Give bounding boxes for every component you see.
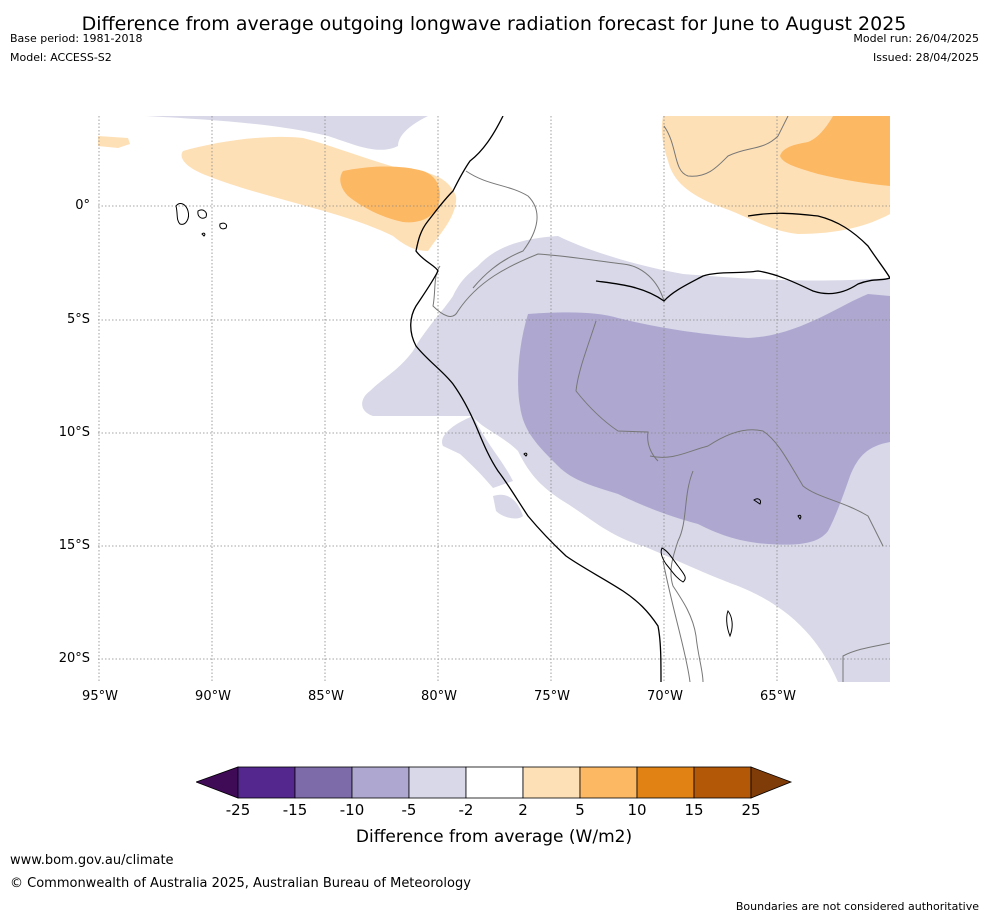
coastlines <box>410 116 890 682</box>
anomaly-region-medium-purple <box>518 294 890 545</box>
small-lake-3 <box>797 514 802 520</box>
border-colombia-ecuador <box>465 170 538 289</box>
colorbar-bin-1 <box>237 766 296 799</box>
anomaly-region-orange-northeast <box>780 116 890 186</box>
colorbar-bin-8 <box>636 766 695 799</box>
colorbar-label: Difference from average (W/m2) <box>355 827 633 847</box>
colorbar-tick-neg2: -2 <box>458 801 474 819</box>
lon-label-85w: 85°W <box>308 689 344 704</box>
colorbar-tick-5: 5 <box>575 801 585 819</box>
lat-label-0: 0° <box>75 198 90 213</box>
colorbar-tick-15: 15 <box>684 801 704 819</box>
anomaly-region-light-orange-small <box>98 136 130 148</box>
lake-titicaca <box>660 547 686 583</box>
coastline-rio-negro <box>747 212 890 279</box>
issued-text: Issued: 28/04/2025 <box>872 51 979 64</box>
colorbar-extend-high <box>750 766 793 799</box>
border-peru-brazil <box>575 320 659 462</box>
lon-label-90w: 90°W <box>195 689 231 704</box>
base-period-text: Base period: 1981-2018 <box>10 32 143 45</box>
model-text: Model: ACCESS-S2 <box>10 51 112 64</box>
website-link[interactable]: www.bom.gov.au/climate <box>10 853 174 868</box>
olr-anomaly-map <box>98 116 890 682</box>
anomaly-region-orange-pacific <box>340 166 440 223</box>
colorbar-tick-2: 2 <box>518 801 528 819</box>
border-ecuador-peru <box>432 253 665 317</box>
lon-label-70w: 70°W <box>647 689 683 704</box>
galapagos-island-san-cristobal <box>219 222 227 230</box>
lat-label-15s: 15°S <box>58 538 90 553</box>
lat-label-10s: 10°S <box>58 425 90 440</box>
colorbar-tick-25: 25 <box>741 801 761 819</box>
colorbar-bin-6 <box>522 766 581 799</box>
lon-label-75w: 75°W <box>534 689 570 704</box>
country-borders <box>432 116 890 682</box>
gridlines <box>98 116 890 682</box>
galapagos-island-espanola <box>201 232 206 237</box>
colorbar-tick-neg25: -25 <box>225 801 251 819</box>
border-chile-argentina <box>662 560 691 682</box>
lat-label-20s: 20°S <box>58 651 90 666</box>
colorbar-extend-low <box>196 766 239 799</box>
anomaly-fill-layer <box>98 116 890 682</box>
lon-label-65w: 65°W <box>760 689 796 704</box>
small-lake-4 <box>726 610 733 638</box>
copyright-text: © Commonwealth of Australia 2025, Austra… <box>10 876 471 891</box>
colorbar-tick-neg5: -5 <box>401 801 417 819</box>
colorbar-bin-3 <box>351 766 410 799</box>
lon-label-95w: 95°W <box>82 689 118 704</box>
disclaimer-text: Boundaries are not considered authoritat… <box>735 900 979 913</box>
model-run-text: Model run: 26/04/2025 <box>853 32 979 45</box>
coastline-amazon-river <box>595 270 890 302</box>
border-bolivia-brazil <box>670 470 704 682</box>
colorbar-bin-4 <box>408 766 467 799</box>
colorbar-bin-5 <box>465 766 524 799</box>
anomaly-region-light-orange-pacific <box>181 136 457 251</box>
border-brazil-east <box>842 642 890 682</box>
colorbar-tick-10: 10 <box>627 801 647 819</box>
galapagos-island-isabela <box>175 203 189 225</box>
anomaly-region-light-purple-south-patch <box>493 494 523 519</box>
colorbar <box>196 766 793 799</box>
galapagos-island-santa-cruz <box>197 209 207 219</box>
chart-title: Difference from average outgoing longwav… <box>81 13 907 35</box>
small-lake-1 <box>523 452 528 457</box>
coastline-pacific-south-america <box>410 116 662 682</box>
border-colombia-venezuela <box>663 116 789 177</box>
colorbar-bin-9 <box>693 766 752 799</box>
small-lake-2 <box>753 498 761 505</box>
colorbar-tick-neg15: -15 <box>282 801 308 819</box>
anomaly-region-light-purple-north <box>146 116 428 150</box>
colorbar-bin-2 <box>294 766 353 799</box>
colorbar-bin-7 <box>579 766 638 799</box>
lat-label-5s: 5°S <box>66 312 90 327</box>
colorbar-tick-neg10: -10 <box>339 801 365 819</box>
border-peru-bolivia <box>649 429 884 547</box>
islands <box>175 203 802 638</box>
anomaly-region-light-purple-coastal <box>442 416 513 488</box>
lon-label-80w: 80°W <box>421 689 457 704</box>
